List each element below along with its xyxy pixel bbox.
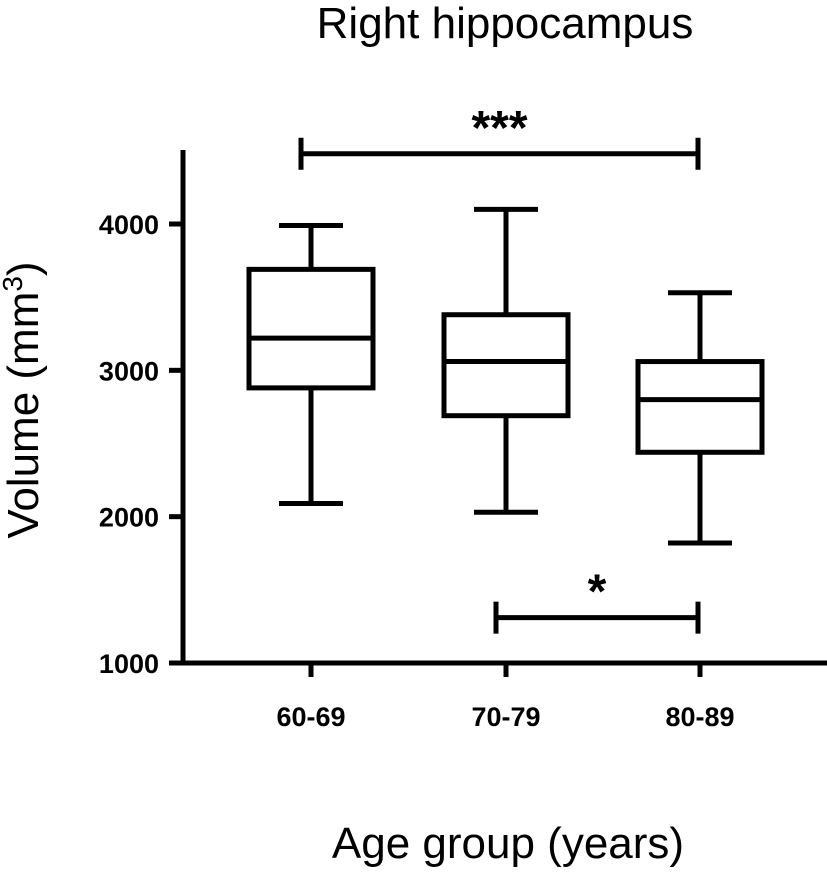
iqr-box — [441, 312, 571, 419]
box-group-60-69 — [246, 222, 376, 506]
y-ticks: 1000 2000 3000 4000 — [99, 210, 183, 679]
chart-title: Right hippocampus — [317, 0, 694, 48]
significance-brackets: **** — [298, 102, 701, 634]
box-group-70-79 — [441, 206, 571, 515]
y-axis-label-close: ) — [0, 261, 48, 276]
x-tick-label: 70-79 — [471, 702, 540, 732]
significance-label: *** — [471, 102, 527, 155]
y-tick-label: 1000 — [99, 649, 159, 679]
iqr-box — [246, 266, 376, 391]
significance-bracket-1: *** — [298, 102, 701, 170]
box-group-80-89 — [635, 290, 765, 546]
x-tick-label: 60-69 — [276, 702, 345, 732]
y-axis-label: Volume (mm3) — [0, 261, 48, 538]
boxes — [246, 206, 765, 546]
iqr-box — [635, 359, 765, 455]
x-tick-label: 80-89 — [665, 702, 734, 732]
x-ticks: 60-69 70-79 80-89 — [276, 663, 735, 732]
y-axis-label-superscript: 3 — [0, 276, 28, 292]
significance-bracket-2: * — [493, 566, 701, 634]
y-tick-label: 3000 — [99, 356, 159, 386]
y-tick-label: 2000 — [99, 503, 159, 533]
y-axis-label-main: Volume (mm — [0, 292, 48, 539]
significance-label: * — [588, 566, 607, 619]
y-tick-label: 4000 — [99, 210, 159, 240]
x-axis-label: Age group (years) — [332, 819, 684, 868]
